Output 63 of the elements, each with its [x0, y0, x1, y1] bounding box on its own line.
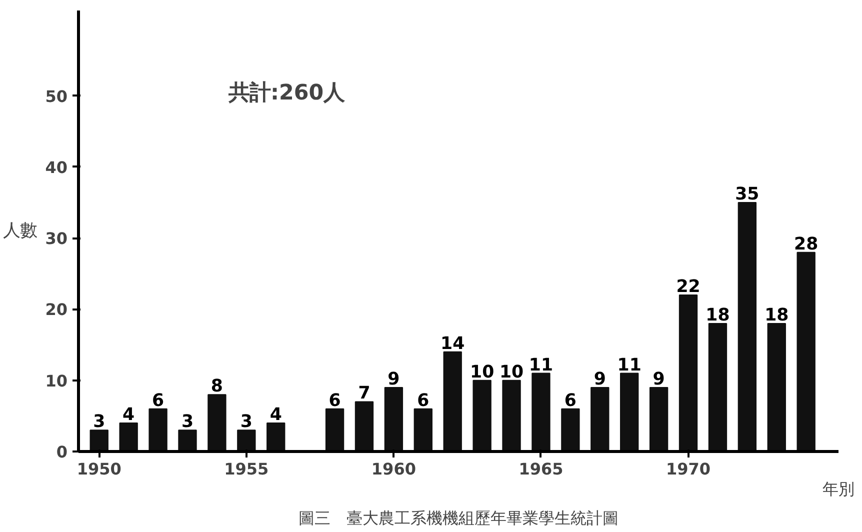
bar: [620, 372, 639, 452]
bar: [590, 386, 610, 452]
x-tick-label: 1955: [224, 460, 269, 478]
bar: [90, 430, 108, 452]
data-label: 9: [594, 369, 606, 390]
y-axis-title: 人數: [3, 221, 38, 241]
y-tick-label: 20: [45, 300, 68, 320]
data-label: 4: [270, 405, 282, 426]
data-label: 9: [652, 369, 665, 390]
data-label: 7: [358, 384, 370, 404]
y-tick-label: 10: [45, 371, 68, 390]
bar: [148, 408, 168, 452]
bar: [384, 386, 404, 452]
data-label: 8: [210, 376, 223, 397]
data-label: 28: [794, 234, 818, 254]
data-label: 10: [470, 362, 494, 382]
bar: [767, 322, 786, 452]
bar: [678, 294, 698, 452]
data-label: 22: [676, 277, 700, 298]
bar: [532, 372, 550, 452]
data-label: 14: [440, 334, 465, 354]
data-label: 10: [499, 362, 524, 382]
data-label: 3: [181, 412, 194, 432]
data-label: 4: [122, 405, 135, 426]
data-label: 18: [764, 305, 789, 326]
bar: [266, 422, 286, 452]
y-tick-label: 50: [45, 86, 68, 106]
text: 圖三 臺大農工系機機組歷年畢業學生統計圖: [298, 508, 618, 528]
x-tick-label: 1950: [76, 460, 122, 478]
y-tick-label: 30: [45, 229, 68, 248]
data-label: 18: [706, 305, 730, 326]
x-tick-label: 1970: [666, 460, 711, 478]
bar: [796, 252, 816, 452]
bar: [354, 401, 374, 452]
bar: [561, 408, 580, 452]
y-tick-label: 40: [45, 158, 68, 177]
bar: [208, 394, 226, 452]
data-label: 3: [93, 412, 106, 432]
bar: [502, 380, 521, 452]
bar: [119, 422, 138, 452]
bar: [738, 202, 757, 452]
data-label: 6: [417, 390, 430, 411]
x-tick-label: 1960: [371, 460, 416, 478]
bar: [649, 386, 668, 452]
data-label: 6: [564, 390, 576, 411]
annotation: 共計:260人: [228, 80, 346, 106]
x-tick-label: 1965: [518, 460, 564, 478]
data-label: 6: [152, 390, 164, 411]
bar: [325, 408, 344, 452]
bar: [472, 380, 492, 452]
data-label: 3: [240, 412, 252, 432]
x-axis-title: 年別: [822, 480, 854, 498]
data-label: 11: [528, 355, 554, 376]
data-label: 9: [388, 369, 400, 390]
bar: [237, 430, 256, 452]
data-label: 6: [328, 390, 341, 411]
bar: [443, 351, 462, 452]
bar: [178, 430, 197, 452]
data-label: 11: [617, 355, 642, 376]
y-tick-label: 0: [56, 442, 68, 462]
data-label: 35: [735, 184, 760, 205]
bar: [414, 408, 432, 452]
bar: [708, 322, 728, 452]
